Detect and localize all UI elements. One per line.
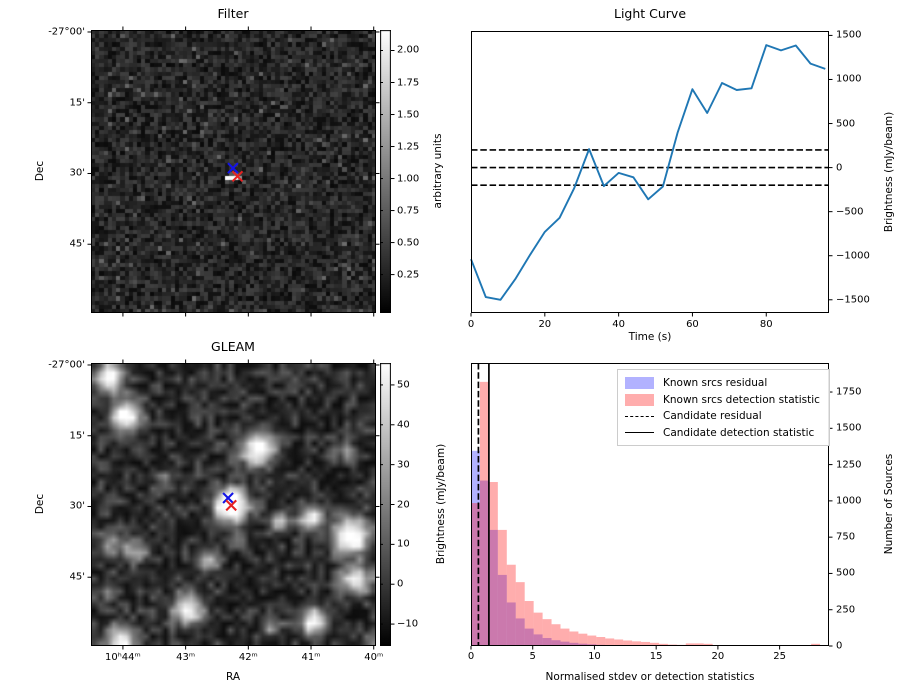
filter-colorbar [380, 30, 391, 313]
filter-ytick-label: -27°00' [48, 26, 85, 38]
light-curve-xtick-label: 80 [759, 319, 773, 330]
gleam-ytick-label: 45' [69, 571, 85, 583]
light-curve-xtick-label: 20 [538, 319, 552, 330]
filter-colorbar-tick-label: 0.50 [397, 237, 420, 249]
gleam-colorbar-tick-label: 10 [397, 538, 410, 550]
filter-colorbar-tick-label: 1.75 [397, 77, 420, 88]
gleam-reference-marker [225, 499, 237, 512]
gleam-xlabel: RA [225, 671, 241, 683]
histogram-xtick-label: 20 [711, 651, 725, 662]
gleam-xtick-label: 43ᵐ [176, 652, 196, 663]
histogram-xtick-label: 25 [773, 651, 786, 662]
filter-ytick-label: 15' [69, 97, 85, 109]
gleam-colorbar-tick-label: 50 [397, 379, 410, 391]
histogram-xtick-label: 5 [529, 651, 536, 662]
filter-colorbar-tick-label: 1.25 [397, 141, 420, 153]
light-curve-ytick-label: 1000 [836, 73, 862, 85]
filter-candidate-marker [227, 162, 239, 174]
gleam-colorbar [380, 363, 391, 646]
light-curve-ytick-label: 0 [836, 162, 843, 174]
histogram-xtick-label: 0 [467, 651, 475, 662]
gleam-colorbar-tick-label: 0 [397, 578, 404, 590]
filter-ytick-label: 30' [69, 167, 85, 179]
histogram-xlabel: Normalised stdev or detection statistics [545, 671, 755, 683]
legend-item-candidate-detection: Candidate detection statistic [625, 425, 820, 442]
histogram-legend: Known srcs residual Known srcs detection… [617, 369, 830, 446]
pink-patch-icon [625, 393, 654, 406]
gleam-title: GLEAM [211, 339, 255, 354]
filter-colorbar-tick-label: 1.50 [397, 109, 420, 121]
histogram-xtick-label: 15 [649, 651, 663, 662]
filter-reference-marker [231, 170, 244, 183]
gleam-colorbar-tick-label: 30 [397, 459, 410, 471]
light-curve-ytick-label: 500 [836, 118, 856, 130]
histogram-ylabel: Number of Sources [883, 453, 895, 555]
legend-item-known-detection: Known srcs detection statistic [625, 392, 820, 409]
histogram-ytick-label: 1250 [836, 459, 862, 471]
gleam-ytick-label: 15' [69, 430, 85, 442]
light-curve-xtick-label: 40 [612, 319, 625, 330]
light-curve-xlabel: Time (s) [628, 331, 672, 343]
gleam-colorbar-tick-label: 20 [397, 499, 410, 510]
histogram-ytick-label: 0 [836, 640, 843, 652]
light-curve-ytick-label: 1500 [836, 29, 862, 41]
histogram-xtick-label: 10 [588, 651, 601, 662]
histogram-ytick-label: 250 [836, 604, 856, 616]
gleam-ytick-label: 30' [69, 500, 85, 512]
light-curve-ytick-label: −500 [836, 206, 864, 218]
filter-colorbar-tick-label: 0.75 [397, 205, 420, 217]
filter-ylabel: Dec [34, 160, 46, 182]
dashed-line-icon [625, 415, 654, 417]
filter-colorbar-tick-label: 0.25 [397, 269, 420, 281]
gleam-colorbar-tick-label: 40 [397, 419, 410, 431]
gleam-xtick-label: 42ᵐ [238, 652, 258, 663]
light-curve-title: Light Curve [613, 6, 687, 21]
light-curve-xtick-label: 0 [467, 319, 475, 330]
filter-colorbar-label: arbitrary units [432, 133, 444, 209]
gleam-candidate-marker [222, 492, 234, 504]
filter-colorbar-tick-label: 2.00 [397, 44, 420, 56]
filter-colorbar-tick-label: 1.00 [397, 173, 420, 185]
light-curve-ytick-label: −1000 [836, 250, 870, 262]
histogram-ytick-label: 500 [836, 567, 856, 579]
gleam-xtick-label: 40ᵐ [364, 652, 384, 663]
light-curve-ylabel: Brightness (mJy/beam) [883, 111, 895, 233]
legend-label: Known srcs detection statistic [663, 393, 820, 406]
histogram-ytick-label: 1500 [836, 422, 862, 434]
histogram-ytick-label: 1750 [836, 386, 862, 398]
legend-label: Known srcs residual [663, 377, 768, 389]
legend-item-known-residual: Known srcs residual [625, 375, 820, 392]
gleam-ylabel: Dec [34, 493, 46, 515]
filter-ytick-label: 45' [69, 238, 85, 250]
legend-label: Candidate residual [663, 410, 762, 422]
solid-line-icon [625, 432, 654, 434]
gleam-ytick-label: -27°00' [48, 359, 85, 371]
filter-title: Filter [217, 6, 249, 21]
gleam-xtick-label: 10ʰ44ᵐ [105, 652, 141, 663]
gleam-xtick-label: 41ᵐ [301, 652, 321, 663]
legend-label: Candidate detection statistic [663, 426, 815, 439]
gleam-colorbar-tick-label: −10 [397, 618, 419, 630]
gleam-colorbar-label: Brightness (mJy/beam) [435, 443, 447, 565]
histogram-ytick-label: 750 [836, 531, 856, 543]
light-curve-xtick-label: 60 [686, 319, 699, 330]
light-curve-ytick-label: −1500 [836, 294, 870, 306]
legend-item-candidate-residual: Candidate residual [625, 408, 820, 425]
histogram-ytick-label: 1000 [836, 495, 862, 507]
blue-patch-icon [625, 377, 654, 390]
